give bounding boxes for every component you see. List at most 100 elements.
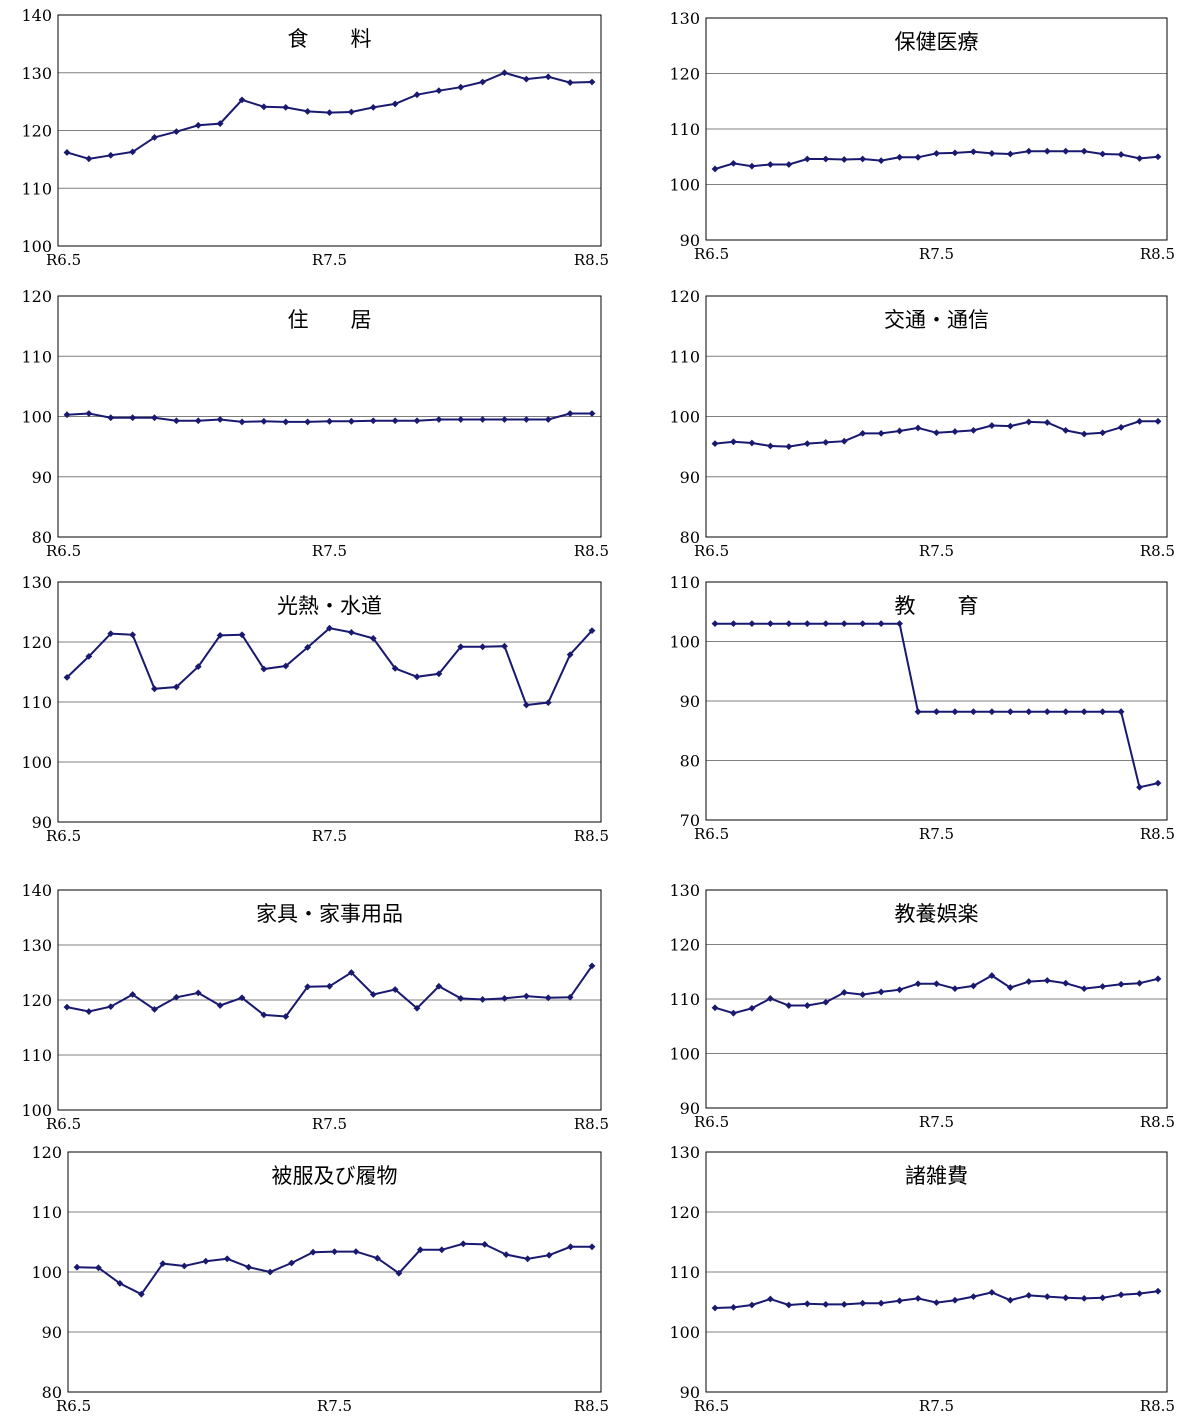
x-tick-label: R6.5 — [694, 1397, 729, 1415]
data-point — [951, 428, 959, 435]
data-point — [438, 1246, 446, 1254]
data-point — [951, 149, 959, 157]
data-point — [748, 1301, 756, 1309]
data-point — [588, 410, 596, 417]
data-point — [501, 416, 508, 423]
data-point — [1080, 1295, 1088, 1302]
data-point — [129, 414, 137, 422]
data-point — [1099, 1294, 1107, 1302]
plot-frame — [705, 17, 1168, 241]
data-point — [391, 665, 399, 672]
x-tick-label: R6.5 — [56, 1397, 91, 1415]
data-point — [896, 427, 903, 435]
data-point — [413, 417, 421, 425]
chart-panel-7: 100 110 120 130 140 R6.5 R7.5 R8.5 家具・家事用品 — [21, 881, 609, 1133]
data-point — [840, 620, 848, 628]
data-point — [457, 416, 465, 423]
x-tick-label: R8.5 — [1140, 1113, 1175, 1131]
data-point — [1006, 984, 1014, 991]
data-point — [803, 440, 811, 448]
y-tick-label: 90 — [42, 1323, 62, 1342]
x-tick-label: R8.5 — [574, 827, 609, 845]
data-point — [331, 1248, 338, 1255]
chart-title: 教養娯楽 — [895, 902, 979, 926]
data-point — [896, 1297, 903, 1305]
data-point — [1006, 422, 1014, 430]
data-point — [951, 708, 959, 716]
data-point — [544, 416, 552, 423]
data-point — [1043, 977, 1051, 984]
data-point — [840, 1301, 848, 1308]
data-point — [216, 120, 224, 127]
data-point — [859, 620, 867, 628]
y-tick-label: 120 — [31, 1143, 62, 1162]
data-point — [785, 1301, 793, 1309]
data-point — [730, 438, 737, 446]
x-tick-label: R8.5 — [574, 1115, 609, 1133]
data-point — [1136, 979, 1143, 987]
y-tick-label: 110 — [31, 1203, 62, 1222]
y-tick-label: 90 — [680, 468, 700, 487]
data-point — [951, 985, 959, 993]
data-point — [202, 1257, 210, 1265]
data-point — [1117, 1291, 1125, 1299]
series-line — [66, 627, 593, 707]
y-tick-label: 90 — [680, 692, 700, 711]
data-point — [73, 1263, 81, 1271]
data-point — [1136, 783, 1143, 791]
y-tick-label: 130 — [21, 936, 52, 955]
data-point — [347, 108, 355, 116]
data-point — [566, 79, 574, 86]
data-point — [524, 1255, 532, 1263]
data-point — [479, 996, 487, 1003]
data-point — [391, 986, 399, 993]
data-point — [107, 630, 115, 637]
data-point — [711, 1304, 719, 1312]
chart-title: 被服及び履物 — [272, 1164, 398, 1188]
x-tick-label: R6.5 — [694, 542, 729, 560]
data-point — [1154, 153, 1162, 161]
data-point — [970, 982, 977, 990]
data-point — [1062, 147, 1070, 155]
y-tick-label: 100 — [21, 1101, 52, 1120]
data-point — [369, 991, 377, 998]
data-point — [748, 620, 756, 628]
y-tick-label: 90 — [680, 1383, 700, 1402]
y-tick-label: 130 — [21, 573, 52, 592]
series-line — [66, 965, 593, 1018]
data-point — [522, 701, 530, 709]
data-point — [822, 439, 830, 446]
data-point — [1117, 151, 1125, 158]
data-point — [304, 108, 312, 115]
data-point — [877, 1299, 885, 1307]
data-point — [216, 632, 224, 639]
x-tick-label: R7.5 — [919, 825, 954, 843]
data-point — [1006, 1296, 1014, 1304]
data-point — [238, 96, 246, 104]
data-point — [326, 624, 333, 632]
data-point — [85, 653, 93, 660]
data-point — [933, 708, 940, 716]
y-tick-label: 90 — [32, 468, 52, 487]
data-point — [1062, 1294, 1070, 1302]
data-point — [1117, 423, 1125, 431]
data-point — [1062, 426, 1070, 434]
data-point — [352, 1248, 360, 1255]
data-point — [766, 1295, 774, 1303]
x-tick-label: R7.5 — [312, 542, 347, 560]
data-point — [1136, 417, 1143, 425]
y-tick-label: 110 — [21, 1046, 52, 1065]
data-point — [785, 443, 793, 451]
y-tick-label: 110 — [21, 347, 52, 366]
data-point — [282, 104, 290, 111]
data-point — [822, 155, 830, 163]
data-point — [544, 994, 552, 1002]
data-point — [172, 683, 180, 691]
y-tick-label: 140 — [21, 6, 52, 25]
data-point — [413, 91, 421, 99]
data-point — [129, 991, 137, 998]
data-point — [479, 416, 487, 423]
data-point — [877, 620, 885, 628]
x-tick-label: R8.5 — [1140, 1397, 1175, 1415]
data-point — [970, 708, 977, 716]
